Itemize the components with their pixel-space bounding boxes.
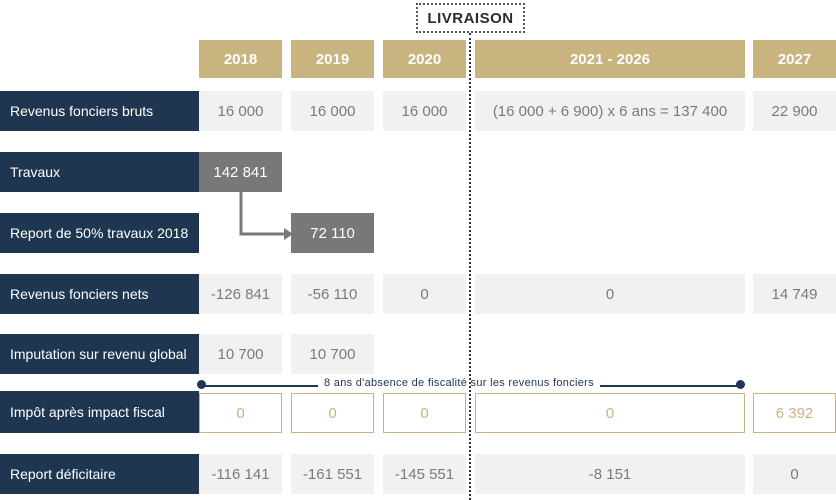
cell-report-deficitaire-2020: -145 551 [383,454,466,494]
cell-revenus-bruts-2021-2026: (16 000 + 6 900) x 6 ans = 137 400 [475,91,745,131]
row-label-imputation: Imputation sur revenu global [0,334,199,374]
cell-impot-2020: 0 [383,393,466,433]
cell-revenus-bruts-2018: 16 000 [199,91,282,131]
fiscal-absence-note: 8 ans d'absence de fiscalité sur les rev… [318,377,600,389]
cell-impot-2019: 0 [291,393,374,433]
cell-report-deficitaire-2021-2026: -8 151 [475,454,745,494]
column-header-2018: 2018 [199,40,282,78]
row-label-report-travaux: Report de 50% travaux 2018 [0,213,199,253]
cell-travaux-2018: 142 841 [199,152,282,192]
cell-report-deficitaire-2027: 0 [753,454,836,494]
livraison-divider [469,33,471,500]
cell-revenus-nets-2027: 14 749 [753,274,836,314]
cell-impot-2018: 0 [199,393,282,433]
livraison-label: LIVRAISON [416,3,525,33]
row-label-report-deficitaire: Report déficitaire [0,454,199,494]
column-header-2027: 2027 [753,40,836,78]
fiscal-absence-start-dot [197,380,206,389]
cell-revenus-bruts-2019: 16 000 [291,91,374,131]
row-label-revenus-nets: Revenus fonciers nets [0,274,199,314]
cell-report-deficitaire-2018: -116 141 [199,454,282,494]
cell-revenus-nets-2019: -56 110 [291,274,374,314]
column-header-2020: 2020 [383,40,466,78]
cell-revenus-bruts-2027: 22 900 [753,91,836,131]
cell-impot-2027: 6 392 [753,393,836,433]
cell-revenus-bruts-2020: 16 000 [383,91,466,131]
cell-revenus-nets-2021-2026: 0 [475,274,745,314]
column-header-2021-2026: 2021 - 2026 [475,40,745,78]
fiscal-absence-end-dot [736,380,745,389]
row-label-revenus-bruts: Revenus fonciers bruts [0,91,199,131]
cell-revenus-nets-2020: 0 [383,274,466,314]
carry-over-arrow [239,192,293,240]
cell-imputation-2018: 10 700 [199,334,282,374]
cell-report-travaux-2019: 72 110 [291,213,374,253]
row-label-impot: Impôt après impact fiscal [0,391,199,433]
cell-revenus-nets-2018: -126 841 [199,274,282,314]
cell-imputation-2019: 10 700 [291,334,374,374]
column-header-2019: 2019 [291,40,374,78]
row-label-travaux: Travaux [0,152,199,192]
cell-report-deficitaire-2019: -161 551 [291,454,374,494]
cell-impot-2021-2026: 0 [475,393,745,433]
